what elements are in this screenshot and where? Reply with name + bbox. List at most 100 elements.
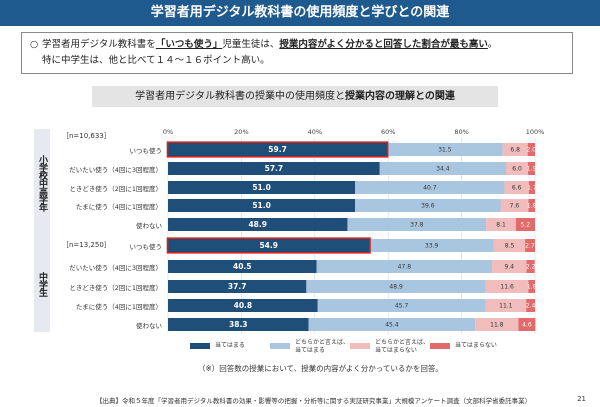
bar-segment [502, 143, 528, 156]
data-label: 37.8 [410, 222, 424, 229]
data-label: 11.6 [500, 284, 514, 291]
bar-segment [492, 260, 527, 273]
row-label: だいたい使う（4回に3回程度） [69, 166, 162, 174]
data-label: 34.4 [436, 166, 450, 173]
summary-text-mid: 児童生徒は、 [222, 39, 280, 50]
group-label-junior-high-text: 中学生 [37, 272, 47, 296]
data-label: 6.0 [512, 166, 522, 173]
legend-label: 当てはまる [215, 342, 245, 349]
legend-label: 当てはまらない [455, 342, 497, 349]
data-label: 48.9 [248, 220, 267, 229]
legend-swatch [190, 343, 210, 349]
summary-text-suffix: 。 [487, 39, 498, 50]
data-label: 6.8 [510, 147, 520, 154]
summary-box: ○ 学習者用デジタル教科書を「いつも使う」児童生徒は、授業内容がよく分かると回答し… [21, 32, 573, 74]
data-label: 40.5 [233, 262, 252, 271]
bar-segment [168, 299, 318, 312]
group-label-junior-high: 中学生 [34, 236, 50, 332]
n-label-junior-high: ［n=13,250］ [62, 241, 111, 249]
bar-segment [168, 260, 317, 273]
row-label: だいたい使う（4回に3回程度） [69, 264, 162, 272]
legend-label: どちらかと言えば、 当てはまらない [375, 339, 430, 354]
data-label: 51.0 [252, 201, 271, 210]
bar-segment [168, 181, 356, 194]
bar-segment [504, 181, 529, 194]
bar-segment [168, 239, 370, 252]
bar-segment [168, 143, 388, 156]
n-label-elementary: ［n=10,633］ [62, 132, 111, 140]
bar-segment [355, 199, 501, 212]
bar-segment [527, 143, 535, 156]
data-label: 57.7 [265, 164, 284, 173]
data-label: 40.7 [423, 185, 437, 192]
data-label: 37.7 [228, 282, 247, 291]
row-label: ときどき使う（2回に1回程度） [69, 185, 162, 193]
data-label: 9.4 [505, 264, 515, 271]
data-label: 2.4 [526, 303, 536, 310]
bar-segment [528, 280, 535, 293]
bar-segment [485, 280, 529, 293]
bullet-icon: ○ [30, 39, 39, 50]
data-label: 1.8 [527, 284, 537, 291]
data-label: 31.5 [438, 147, 452, 154]
bar-segment [528, 162, 535, 175]
legend-swatch [270, 343, 290, 349]
summary-emph-always-use: 「いつも使う」 [155, 39, 223, 50]
summary-text-prefix: 学習者用デジタル教科書を [42, 39, 156, 50]
row-label: 使わない [136, 222, 162, 230]
bar-segment [168, 318, 309, 331]
data-label: 11.8 [490, 322, 504, 329]
legend-swatch [430, 343, 450, 349]
data-label: 59.7 [268, 145, 287, 154]
data-label: 7.6 [510, 203, 520, 210]
data-label: 33.9 [425, 243, 439, 250]
bar-segment [355, 181, 505, 194]
x-tick-label: 0% [163, 128, 173, 136]
x-tick-label: 100% [526, 128, 545, 136]
summary-line-1: ○ 学習者用デジタル教科書を「いつも使う」児童生徒は、授業内容がよく分かると回答し… [30, 37, 497, 52]
data-label: 6.6 [512, 185, 522, 192]
row-label: いつも使う [129, 147, 163, 155]
bar-segment [493, 239, 526, 252]
data-label: 2.2 [526, 264, 536, 271]
data-label: 48.9 [389, 284, 403, 291]
data-label: 40.8 [234, 301, 253, 310]
highlight-outline [166, 141, 389, 158]
bar-segment [369, 239, 494, 252]
bar-segment [485, 299, 527, 312]
bar-segment [518, 318, 536, 331]
data-label: 45.4 [385, 322, 399, 329]
row-label: ときどき使う（2回に1回程度） [69, 284, 162, 292]
bar-segment [486, 218, 516, 231]
highlight-outline [166, 237, 371, 254]
group-label-elementary-text: 小学校中高学年 [37, 154, 47, 211]
data-label: 2.7 [525, 243, 535, 250]
bar-segment [528, 181, 535, 194]
group-label-elementary: 小学校中高学年 [34, 129, 50, 236]
bar-segment [306, 280, 486, 293]
bar-segment [168, 199, 356, 212]
page-title: 学習者用デジタル教科書の使用頻度と学びとの関連 [0, 0, 600, 26]
page-number: 21 [577, 395, 586, 403]
row-label: いつも使う [129, 243, 163, 251]
x-tick-label: 60% [381, 128, 395, 136]
bar-segment [526, 299, 535, 312]
x-tick-label: 40% [308, 128, 322, 136]
row-label: 使わない [136, 322, 162, 330]
bar-segment [387, 143, 503, 156]
bar-segment [515, 218, 535, 231]
bar-segment [506, 162, 529, 175]
data-label: 4.6 [522, 322, 532, 329]
data-label: 1.7 [527, 185, 537, 192]
legend-swatch [350, 343, 370, 349]
data-label: 8.1 [496, 222, 506, 229]
summary-emph-finding: 授業内容がよく分かると回答した割合が最も高い [279, 39, 488, 50]
bar-segment [317, 299, 486, 312]
data-label: 1.9 [527, 166, 537, 173]
bar-segment [526, 260, 535, 273]
bar-segment [379, 162, 507, 175]
bar-segment [168, 280, 307, 293]
legend-label: どちらかと言えば、 当てはまる [295, 339, 350, 354]
data-label: 2.0 [527, 147, 537, 154]
row-label: たまに使う（4回に1回程度） [75, 203, 162, 211]
